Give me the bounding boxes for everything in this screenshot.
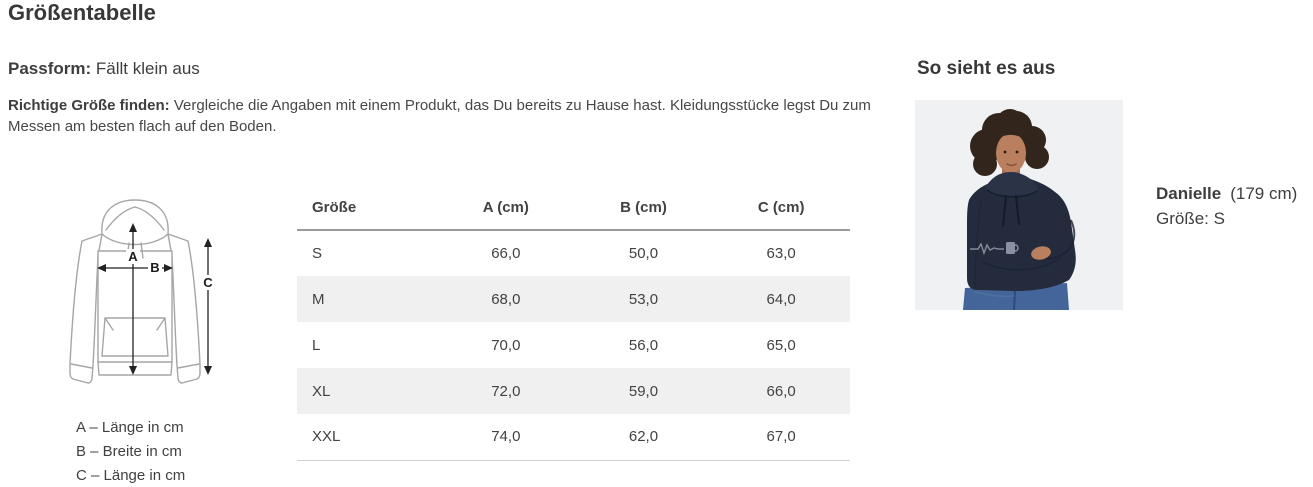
model-name-line: Danielle (179 cm) <box>1156 181 1297 206</box>
heartbeat-print-icon <box>970 242 1019 256</box>
column-header-b: B (cm) <box>574 186 713 231</box>
cell-c: 64,0 <box>766 290 796 308</box>
cell-a: 72,0 <box>491 382 521 400</box>
table-row: XXL 74,0 62,0 67,0 <box>297 414 850 461</box>
fit-value: Fällt klein aus <box>95 59 200 78</box>
legend-item-c: C – Länge in cm <box>76 467 186 484</box>
label-c-backing <box>201 275 215 290</box>
model-height: (179 cm) <box>1230 184 1298 203</box>
hoodie-outline-icon <box>69 199 201 384</box>
preview-title: So sieht es aus <box>917 58 1056 79</box>
measure-hint: Richtige Größe finden: Vergleiche die An… <box>8 95 880 137</box>
column-header-size: Größe <box>297 186 437 231</box>
cell-c: 67,0 <box>712 414 850 461</box>
cell-a: 74,0 <box>437 414 575 461</box>
cell-size: S <box>312 245 323 262</box>
cell-b: 59,0 <box>628 382 659 400</box>
fit-line: Passform: Fällt klein aus <box>8 59 200 79</box>
model-face <box>995 129 1027 173</box>
measurement-arrows <box>97 223 212 375</box>
model-hoodie <box>967 172 1076 291</box>
table-row: L 70,0 56,0 65,0 <box>297 322 850 368</box>
legend-item-b: B – Breite in cm <box>76 443 182 460</box>
table-row: M 68,0 53,0 64,0 <box>297 276 850 322</box>
cell-size: XXL <box>297 414 437 461</box>
label-b-backing <box>148 260 162 275</box>
legend-item-a: A – Länge in cm <box>76 419 184 436</box>
cell-c: 66,0 <box>766 382 796 400</box>
table-row: S 66,0 50,0 63,0 <box>297 230 850 276</box>
model-hand <box>1031 246 1051 260</box>
page-title: Größentabelle <box>8 0 156 25</box>
hoodie-measurement-diagram: A B C <box>69 199 215 384</box>
arrow-letter-labels: A B C <box>126 249 215 290</box>
model-size: Größe: S <box>1156 209 1225 228</box>
cell-b: 50,0 <box>628 245 659 262</box>
arrow-label-a: A <box>128 249 138 264</box>
cell-a: 68,0 <box>491 290 521 308</box>
hint-label: Richtige Größe finden: <box>8 97 170 114</box>
measurement-legend: A – Länge in cm B – Breite in cm C – Län… <box>76 416 185 487</box>
model-photo <box>915 100 1123 310</box>
cell-b: 62,0 <box>574 414 713 461</box>
cell-b: 53,0 <box>628 290 659 308</box>
table-header-row: Größe A (cm) B (cm) C (cm) <box>297 186 850 231</box>
column-header-a: A (cm) <box>437 186 575 231</box>
cell-size: M <box>312 290 325 308</box>
model-caption: Danielle (179 cm) Größe: S <box>1156 181 1297 231</box>
hint-text: Vergleiche die Angaben mit einem Produkt… <box>8 97 871 135</box>
cell-b: 56,0 <box>628 336 659 354</box>
fit-label: Passform: <box>8 59 92 78</box>
label-a-backing <box>126 249 140 264</box>
column-header-c: C (cm) <box>712 186 850 231</box>
cell-c: 65,0 <box>766 336 796 354</box>
size-table: Größe A (cm) B (cm) C (cm) S 66,0 50,0 6… <box>297 186 850 461</box>
table-row: XL 72,0 59,0 66,0 <box>297 368 850 414</box>
cell-size: L <box>312 336 321 354</box>
cell-size: XL <box>312 382 331 400</box>
model-name: Danielle <box>1156 184 1222 203</box>
cell-c: 63,0 <box>766 245 796 262</box>
cell-a: 70,0 <box>491 336 521 354</box>
cell-a: 66,0 <box>491 245 521 262</box>
arrow-label-c: C <box>203 275 213 290</box>
arrow-label-b: B <box>150 260 159 275</box>
model-illustration <box>915 100 1123 310</box>
